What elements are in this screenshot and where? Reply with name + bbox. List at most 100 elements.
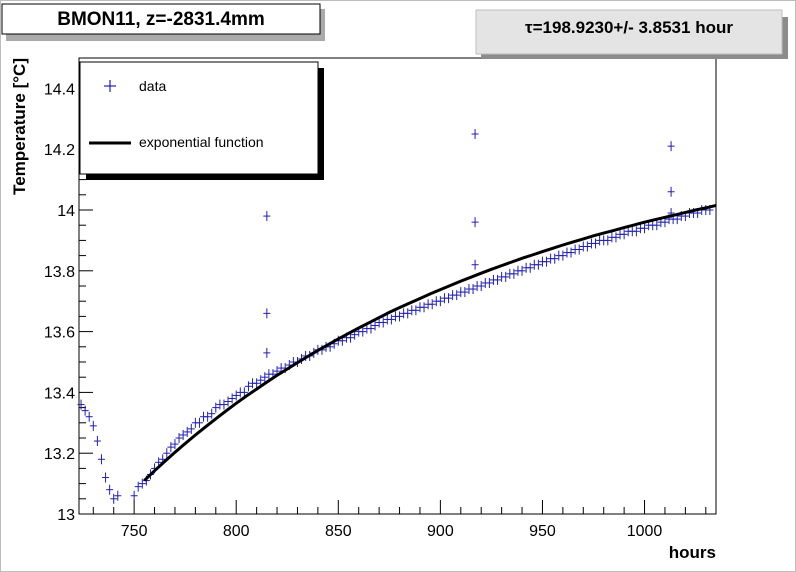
data-point xyxy=(85,411,93,422)
data-point xyxy=(620,229,628,240)
data-point xyxy=(469,284,477,295)
data-point xyxy=(453,290,461,301)
fit-curve xyxy=(143,203,717,482)
x-tick-label: 1000 xyxy=(627,523,663,540)
y-tick-label: 14 xyxy=(57,203,75,220)
title-box-frame xyxy=(1,3,321,35)
data-point xyxy=(567,247,575,258)
data-point xyxy=(445,293,453,304)
data-point xyxy=(604,235,612,246)
data-point xyxy=(667,141,675,152)
data-point xyxy=(543,256,551,267)
data-point xyxy=(263,347,271,358)
data-point xyxy=(89,420,97,431)
data-point xyxy=(396,311,404,322)
data-point xyxy=(224,396,232,407)
title-box: BMON11, z=-2831.4mm xyxy=(1,3,325,41)
legend-data-label: data xyxy=(139,78,166,94)
data-point xyxy=(195,417,203,428)
data-point xyxy=(179,429,187,440)
data-point xyxy=(167,442,175,453)
data-point xyxy=(187,423,195,434)
data-point xyxy=(641,223,649,234)
data-point xyxy=(138,478,146,489)
fit-curve-layer xyxy=(143,203,717,482)
data-point xyxy=(387,314,395,325)
x-tick-label: 900 xyxy=(427,523,454,540)
tau-box-frame xyxy=(475,9,783,55)
data-point xyxy=(359,326,367,337)
axes: 750 800 850 900 950 1000 13 13.2 13.4 13.6 13.8 14 1… xyxy=(44,57,707,540)
x-tick-label: 950 xyxy=(529,523,556,540)
data-point xyxy=(257,375,265,386)
data-point xyxy=(471,129,479,139)
chart-title: BMON11, z=-2831.4mm xyxy=(57,9,265,30)
data-point xyxy=(632,226,640,237)
data-point xyxy=(81,405,89,416)
data-point xyxy=(404,308,412,319)
data-point xyxy=(526,262,534,273)
data-point xyxy=(477,281,485,291)
tau-box: τ=198.9230+/- 3.8531 hour xyxy=(475,9,788,59)
data-point xyxy=(379,317,387,328)
legend-frame xyxy=(79,61,319,175)
y-tick-label: 13.6 xyxy=(44,325,75,342)
y-tick-label: 13.8 xyxy=(44,264,75,281)
data-point xyxy=(428,299,436,310)
data-point xyxy=(261,372,269,383)
data-point xyxy=(134,481,142,492)
data-point xyxy=(420,302,428,313)
data-point xyxy=(263,308,271,319)
data-point xyxy=(228,393,236,404)
data-point xyxy=(371,320,379,331)
data-point xyxy=(551,253,559,264)
data-point xyxy=(244,381,252,392)
data-point xyxy=(471,217,479,228)
data-point xyxy=(461,287,469,298)
y-tick-label: 13.4 xyxy=(44,385,75,402)
data-point xyxy=(502,271,510,282)
data-point xyxy=(592,238,600,249)
data-point xyxy=(667,186,675,197)
data-point xyxy=(77,399,85,410)
x-axis-title: hours xyxy=(669,543,716,562)
y-axis-title: Temperature [°C] xyxy=(10,58,29,195)
data-point xyxy=(163,448,171,459)
data-point xyxy=(171,439,179,450)
data-point xyxy=(367,323,375,334)
data-point xyxy=(212,402,220,413)
data-point xyxy=(510,268,518,279)
data-point xyxy=(612,232,620,243)
data-point xyxy=(575,244,583,255)
data-point xyxy=(175,433,183,443)
data-point xyxy=(518,265,526,276)
data-point xyxy=(436,296,444,307)
data-point xyxy=(485,277,493,288)
data-point xyxy=(114,490,122,501)
data-point xyxy=(494,274,502,285)
data-point xyxy=(102,472,110,483)
data-point xyxy=(347,332,355,343)
data-point xyxy=(534,259,542,270)
y-tick-label: 14.4 xyxy=(44,81,75,98)
data-point xyxy=(106,484,114,495)
data-point xyxy=(583,241,591,252)
data-point xyxy=(110,493,118,504)
y-tick-label: 13 xyxy=(57,507,75,524)
data-point xyxy=(97,454,105,465)
tau-annotation: τ=198.9230+/- 3.8531 hour xyxy=(525,18,733,37)
data-point xyxy=(208,408,216,419)
data-point xyxy=(183,426,191,437)
y-tick-label: 14.2 xyxy=(44,142,75,159)
data-point xyxy=(653,220,661,231)
x-tick-label: 750 xyxy=(121,523,148,540)
data-point xyxy=(471,259,479,270)
data-point xyxy=(253,378,261,389)
data-point xyxy=(412,305,420,316)
data-point xyxy=(559,250,567,261)
legend-data-marker xyxy=(104,80,116,92)
legend: data exponential function xyxy=(79,61,324,180)
data-point xyxy=(204,411,212,422)
